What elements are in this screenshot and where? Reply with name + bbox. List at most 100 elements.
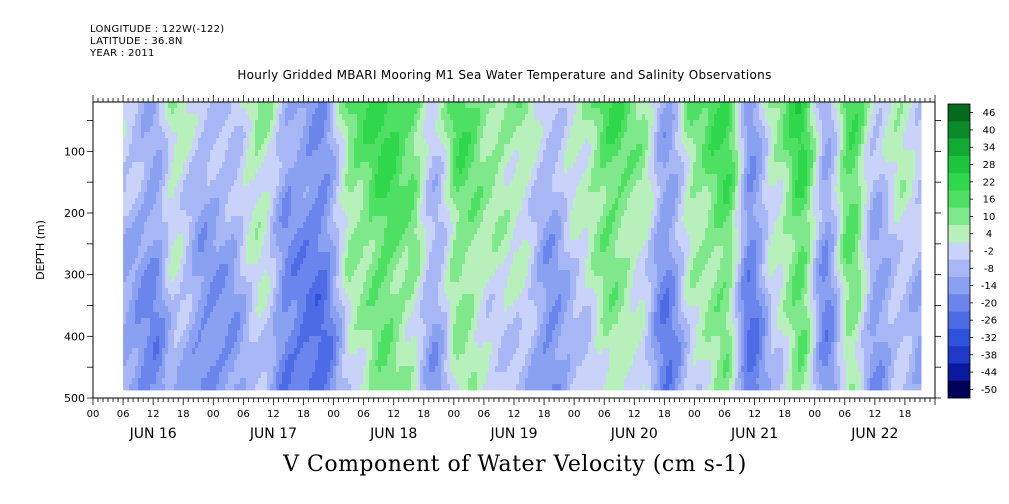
heatmap-cell	[195, 132, 199, 139]
heatmap-cell	[810, 150, 814, 157]
heatmap-cell	[345, 168, 349, 175]
heatmap-cell	[318, 120, 322, 127]
heatmap-cell	[639, 174, 643, 181]
heatmap-cell	[486, 192, 490, 199]
heatmap-cell	[384, 126, 388, 133]
heatmap-cell	[687, 132, 691, 139]
heatmap-cell	[162, 210, 166, 217]
heatmap-cell	[582, 174, 586, 181]
heatmap-cell	[885, 156, 889, 163]
heatmap-cell	[438, 144, 442, 151]
heatmap-cell	[468, 192, 472, 199]
heatmap-cell	[837, 126, 841, 133]
heatmap-cell	[594, 204, 598, 211]
heatmap-cell	[240, 162, 244, 169]
heatmap-cell	[363, 180, 367, 187]
heatmap-cell	[201, 102, 205, 109]
heatmap-cell	[585, 132, 589, 139]
heatmap-cell	[297, 150, 301, 157]
heatmap-cell	[126, 204, 130, 211]
heatmap-cell	[300, 180, 304, 187]
heatmap-cell	[210, 132, 214, 139]
heatmap-cell	[201, 126, 205, 133]
heatmap-cell	[804, 180, 808, 187]
heatmap-cell	[189, 174, 193, 181]
heatmap-cell	[831, 156, 835, 163]
heatmap-cell	[525, 162, 529, 169]
heatmap-cell	[129, 186, 133, 193]
heatmap-cell	[834, 168, 838, 175]
heatmap-cell	[864, 186, 868, 193]
heatmap-cell	[624, 120, 628, 127]
heatmap-cell	[831, 126, 835, 133]
heatmap-cell	[591, 192, 595, 199]
heatmap-cell	[174, 120, 178, 127]
heatmap-cell	[459, 144, 463, 151]
heatmap-cell	[135, 120, 139, 127]
heatmap-cell	[717, 138, 721, 145]
heatmap-cell	[645, 114, 649, 121]
heatmap-cell	[414, 138, 418, 145]
heatmap-cell	[492, 186, 496, 193]
heatmap-cell	[336, 204, 340, 211]
heatmap-cell	[159, 168, 163, 175]
heatmap-cell	[651, 180, 655, 187]
heatmap-cell	[567, 132, 571, 139]
heatmap-cell	[465, 132, 469, 139]
heatmap-cell	[711, 156, 715, 163]
heatmap-cell	[585, 186, 589, 193]
heatmap-cell	[723, 102, 727, 109]
heatmap-cell	[717, 162, 721, 169]
heatmap-cell	[630, 138, 634, 145]
heatmap-cell	[510, 144, 514, 151]
heatmap-cell	[222, 168, 226, 175]
heatmap-cell	[618, 132, 622, 139]
heatmap-cell	[303, 174, 307, 181]
heatmap-cell	[156, 114, 160, 121]
heatmap-cell	[153, 192, 157, 199]
heatmap-cell	[339, 204, 343, 211]
heatmap-cell	[822, 144, 826, 151]
heatmap-cell	[297, 174, 301, 181]
heatmap-cell	[753, 150, 757, 157]
heatmap-cell	[483, 108, 487, 115]
heatmap-cell	[744, 174, 748, 181]
heatmap-cell	[567, 120, 571, 127]
heatmap-cell	[777, 186, 781, 193]
heatmap-cell	[534, 102, 538, 109]
heatmap-cell	[510, 210, 514, 217]
heatmap-cell	[210, 192, 214, 199]
heatmap-cell	[156, 144, 160, 151]
heatmap-cell	[918, 174, 922, 181]
heatmap-cell	[174, 114, 178, 121]
heatmap-cell	[432, 138, 436, 145]
heatmap-cell	[360, 120, 364, 127]
heatmap-cell	[603, 138, 607, 145]
heatmap-cell	[516, 198, 520, 205]
heatmap-cell	[729, 168, 733, 175]
heatmap-cell	[315, 114, 319, 121]
heatmap-cell	[486, 138, 490, 145]
heatmap-cell	[345, 144, 349, 151]
heatmap-cell	[273, 162, 277, 169]
heatmap-cell	[177, 174, 181, 181]
heatmap-cell	[825, 174, 829, 181]
heatmap-cell	[909, 126, 913, 133]
heatmap-cell	[231, 132, 235, 139]
heatmap-cell	[405, 150, 409, 157]
heatmap-cell	[516, 174, 520, 181]
heatmap-cell	[684, 126, 688, 133]
heatmap-cell	[141, 168, 145, 175]
heatmap-cell	[801, 102, 805, 109]
heatmap-cell	[354, 126, 358, 133]
heatmap-cell	[258, 180, 262, 187]
heatmap-cell	[189, 156, 193, 163]
heatmap-cell	[903, 138, 907, 145]
heatmap-cell	[207, 204, 211, 211]
heatmap-cell	[813, 102, 817, 109]
heatmap-cell	[129, 126, 133, 133]
heatmap-cell	[738, 180, 742, 187]
heatmap-cell	[219, 138, 223, 145]
heatmap-cell	[183, 114, 187, 121]
heatmap-cell	[534, 108, 538, 115]
